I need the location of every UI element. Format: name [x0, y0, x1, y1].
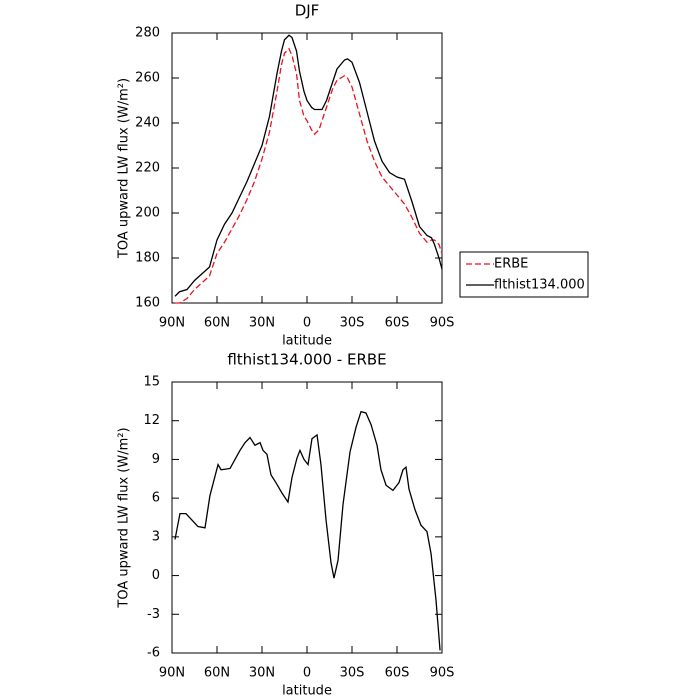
y-tick-label: 0: [152, 568, 160, 583]
y-tick-label: 12: [143, 413, 160, 428]
y-axis-label: TOA upward LW flux (W/m²): [117, 78, 132, 259]
legend-label: flthist134.000: [494, 278, 585, 293]
y-tick-label: 260: [135, 71, 160, 86]
y-tick-label: 160: [135, 296, 160, 311]
y-tick-label: 280: [135, 26, 160, 41]
x-tick-label: 90N: [159, 316, 185, 331]
y-axis-label: TOA upward LW flux (W/m²): [117, 427, 132, 608]
y-tick-label: -3: [147, 607, 160, 622]
y-tick-label: 180: [135, 251, 160, 266]
plot-frame: [171, 381, 443, 654]
y-tick-label: 220: [135, 161, 160, 176]
x-tick-label: 30N: [249, 316, 275, 331]
x-tick-label: 30S: [340, 316, 365, 331]
x-tick-label: 60S: [385, 666, 410, 681]
y-tick-label: 3: [152, 529, 160, 544]
legend-label: ERBE: [494, 257, 528, 272]
x-tick-label: 60N: [204, 316, 230, 331]
x-tick-label: 90S: [430, 666, 455, 681]
x-tick-label: 90N: [159, 666, 185, 681]
x-tick-label: 30N: [249, 666, 275, 681]
data-line: [174, 34, 443, 297]
data-line: [174, 410, 441, 651]
x-axis-label: latitude: [282, 684, 332, 699]
chart-title: flthist134.000 - ERBE: [227, 351, 386, 369]
y-tick-label: 200: [135, 206, 160, 221]
y-tick-label: 9: [152, 452, 160, 467]
x-tick-label: 60N: [204, 666, 230, 681]
legend-box: [459, 251, 589, 298]
x-tick-label: 60S: [385, 316, 410, 331]
y-tick-label: 6: [152, 491, 160, 506]
chart-title: DJF: [295, 2, 320, 20]
data-line: [175, 47, 443, 304]
x-axis-label: latitude: [282, 334, 332, 349]
x-tick-label: 0: [303, 316, 311, 331]
y-tick-label: 15: [143, 375, 160, 390]
y-tick-label: -6: [147, 646, 160, 661]
x-tick-label: 30S: [340, 666, 365, 681]
y-tick-label: 240: [135, 116, 160, 131]
x-tick-label: 0: [303, 666, 311, 681]
x-tick-label: 90S: [430, 316, 455, 331]
plot-frame: [171, 32, 443, 304]
